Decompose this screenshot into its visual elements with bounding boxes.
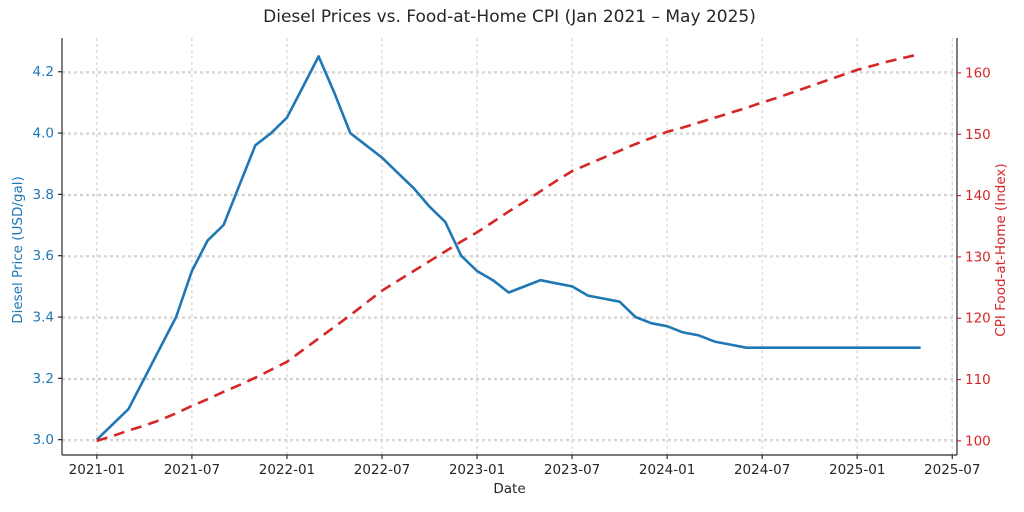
left-tick-label: 4.0	[33, 126, 54, 142]
left-tick-label: 3.0	[33, 432, 54, 448]
x-tick-label: 2022-01	[259, 462, 315, 478]
x-tick-label: 2021-07	[164, 462, 220, 478]
left-tick-label: 3.2	[33, 371, 54, 387]
x-tick-label: 2025-07	[924, 462, 980, 478]
x-tick-label: 2023-01	[449, 462, 505, 478]
right-tick-label: 150	[965, 127, 991, 143]
right-axis-label: CPI Food-at-Home (Index)	[993, 163, 1009, 337]
x-tick-label: 2024-01	[639, 462, 695, 478]
left-tick-label: 4.2	[33, 64, 54, 80]
right-tick-label: 160	[965, 65, 991, 81]
x-tick-label: 2021-01	[69, 462, 125, 478]
right-tick-label: 130	[965, 249, 991, 265]
right-tick-label: 120	[965, 311, 991, 327]
left-tick-label: 3.4	[33, 310, 54, 326]
right-tick-label: 110	[965, 372, 991, 388]
x-tick-label: 2024-07	[734, 462, 790, 478]
left-tick-label: 3.8	[33, 187, 54, 203]
chart-title: Diesel Prices vs. Food-at-Home CPI (Jan …	[263, 7, 756, 27]
right-tick-label: 140	[965, 188, 991, 204]
left-axis-label: Diesel Price (USD/gal)	[10, 176, 26, 324]
x-axis-label: Date	[493, 481, 526, 497]
right-tick-label: 100	[965, 433, 991, 449]
series-cpi-line	[96, 52, 921, 443]
left-tick-label: 3.6	[33, 248, 54, 264]
x-tick-label: 2025-01	[829, 462, 885, 478]
x-tick-label: 2022-07	[354, 462, 410, 478]
x-tick-label: 2023-07	[544, 462, 600, 478]
series-diesel-line	[95, 55, 921, 441]
